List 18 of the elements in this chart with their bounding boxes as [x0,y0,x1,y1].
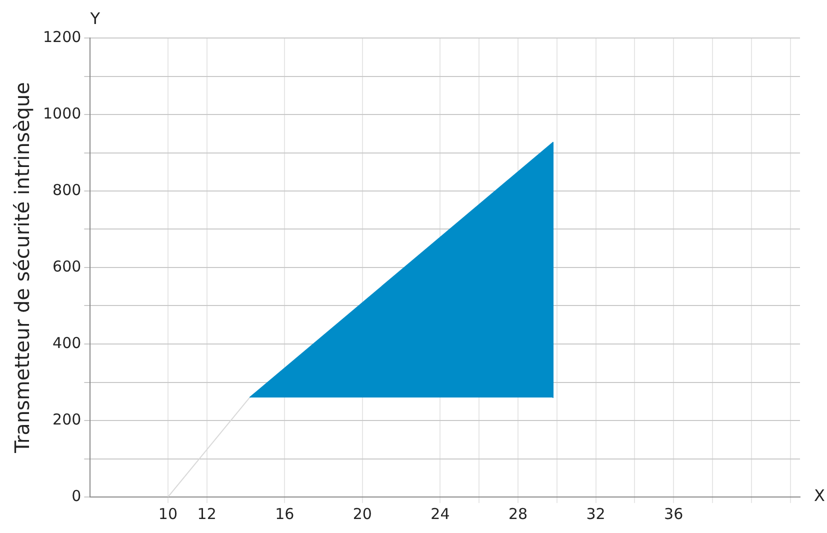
y-tick-label: 800 [52,180,82,199]
x-tick-label: 28 [508,504,528,523]
x-tick-label: 16 [275,504,294,523]
y-tick-label: 0 [72,486,82,505]
x-tick-label: 12 [197,504,216,523]
y-tick-label: 1000 [42,104,82,122]
text: Y [89,9,100,28]
y-tick-label: 1200 [42,28,82,46]
y-tick-label: 600 [52,257,82,276]
y-tick-label: 200 [52,410,82,428]
x-axis-title: X [814,486,825,506]
x-tick-label: 20 [352,504,372,523]
x-tick-label: 24 [430,504,450,523]
y-tick-label: 400 [52,334,82,352]
x-tick-label: 10 [158,504,178,523]
y-axis-title: Transmetteur de sécurité intrinsèque [10,82,34,454]
x-tick-label: 36 [664,504,684,523]
x-tick-label: 32 [586,504,606,523]
